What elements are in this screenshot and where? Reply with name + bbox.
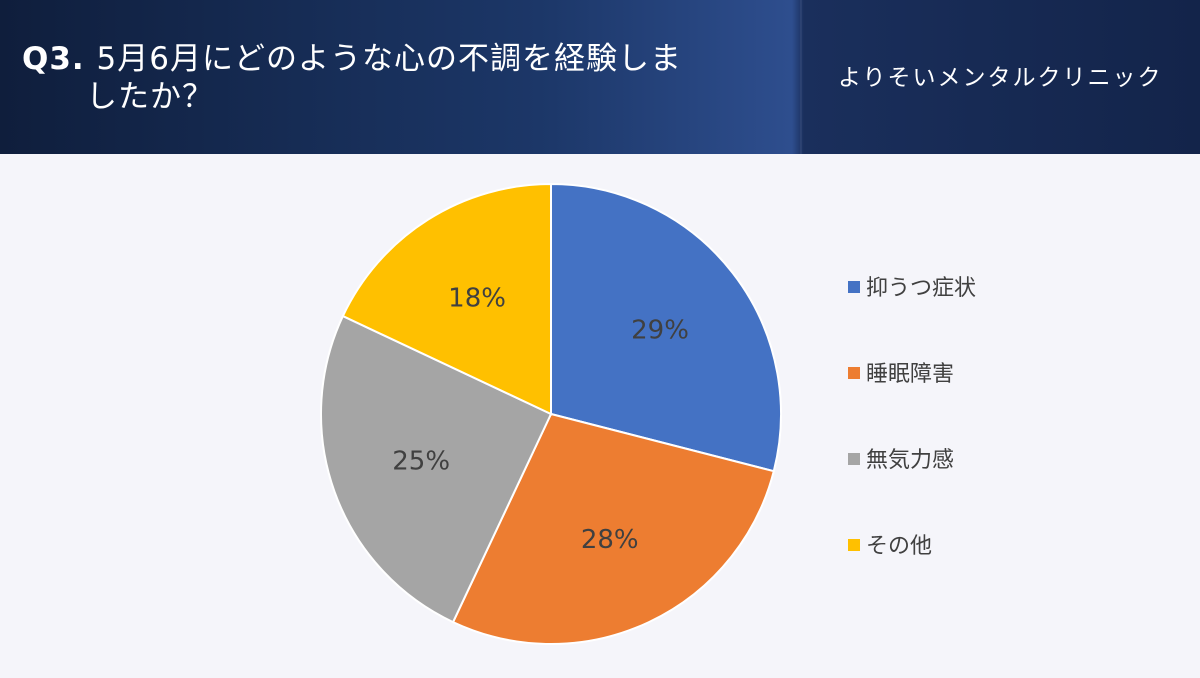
header-banner: Q3. 5月6月にどのような心の不調を経験しま したか？ よりそいメンタルクリニ… <box>0 0 1200 154</box>
legend-label-3: 無気力感 <box>866 448 955 473</box>
legend-swatch-1 <box>848 281 860 293</box>
pie-slice-1 <box>550 182 782 473</box>
legend-swatch-3 <box>848 453 860 465</box>
legend-item-2: 睡眠障害 <box>848 356 954 388</box>
slice-label-2: 28% <box>581 525 639 555</box>
legend-item-4: その他 <box>848 528 932 560</box>
legend-label-4: その他 <box>866 534 933 559</box>
pie-slice-4 <box>341 182 552 416</box>
legend-item-1: 抑うつ症状 <box>848 270 976 302</box>
header-divider <box>800 0 802 154</box>
pie-slice-2 <box>451 412 775 645</box>
legend-label-1: 抑うつ症状 <box>866 276 977 301</box>
clinic-brand: よりそいメンタルクリニック <box>838 65 1163 91</box>
page-title: Q3. 5月6月にどのような心の不調を経験しま したか？ <box>22 40 762 116</box>
pie-slice-3 <box>320 314 553 624</box>
slice-label-4: 18% <box>448 283 506 313</box>
slice-label-3: 25% <box>392 447 450 477</box>
legend-swatch-4 <box>848 539 860 551</box>
title-question-number: Q3. <box>22 41 85 77</box>
slice-label-1: 29% <box>631 315 689 345</box>
title-line-2: したか？ <box>86 79 214 115</box>
title-line-1: 5月6月にどのような心の不調を経験しま <box>96 41 682 77</box>
legend-label-2: 睡眠障害 <box>866 362 955 387</box>
pie-chart: 29% 28% 25% 18% <box>320 182 782 645</box>
legend-item-3: 無気力感 <box>848 442 954 474</box>
legend-swatch-2 <box>848 367 860 379</box>
